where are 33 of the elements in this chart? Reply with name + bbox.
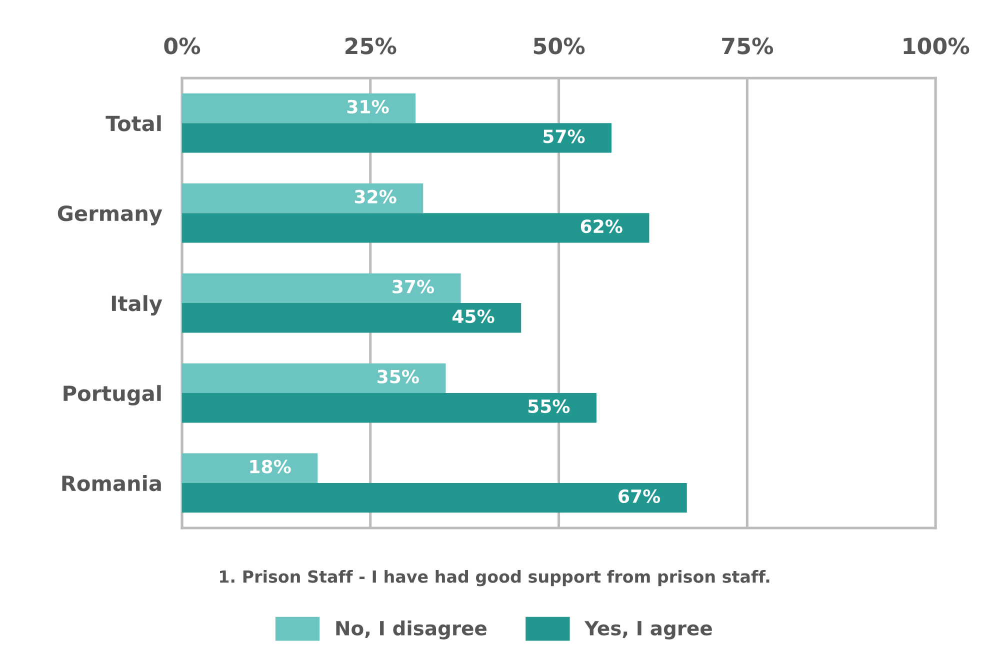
data-label: 32% xyxy=(354,190,396,204)
data-label: 55% xyxy=(528,399,570,414)
y-tick-label: Portugal xyxy=(64,385,161,406)
y-tick-label: Germany xyxy=(58,205,162,226)
data-label: 18% xyxy=(250,460,291,474)
bar xyxy=(182,123,612,153)
data-label: 35% xyxy=(378,370,419,384)
text: 1. Prison Staff - I have had good support from prison staff. xyxy=(220,570,770,586)
bar xyxy=(182,482,687,513)
data-label: 45% xyxy=(452,309,494,324)
y-tick-label: Total xyxy=(106,115,161,132)
legend-label: No, I disagree xyxy=(336,620,486,640)
bar xyxy=(182,93,416,124)
y-tick-label: Romania xyxy=(62,475,161,492)
bar xyxy=(182,213,650,243)
bar xyxy=(182,183,424,214)
bar xyxy=(182,273,461,304)
data-label: 67% xyxy=(618,489,660,504)
x-tick-label: 50% xyxy=(534,38,585,54)
legend-label: Yes, I agree xyxy=(584,621,712,640)
data-label: 57% xyxy=(543,130,585,144)
data-label: 31% xyxy=(347,100,389,114)
bar xyxy=(182,453,318,483)
data-label: 62% xyxy=(580,220,622,234)
bar xyxy=(182,303,522,333)
bar xyxy=(182,363,446,394)
x-tick-label: 25% xyxy=(346,38,396,54)
x-tick-label: 0% xyxy=(164,38,200,54)
x-tick-label: 100% xyxy=(904,38,970,54)
data-label: 37% xyxy=(392,280,434,294)
x-tick-label: 75% xyxy=(722,38,774,54)
bar xyxy=(182,393,596,423)
y-tick-label: Italy xyxy=(112,295,162,316)
